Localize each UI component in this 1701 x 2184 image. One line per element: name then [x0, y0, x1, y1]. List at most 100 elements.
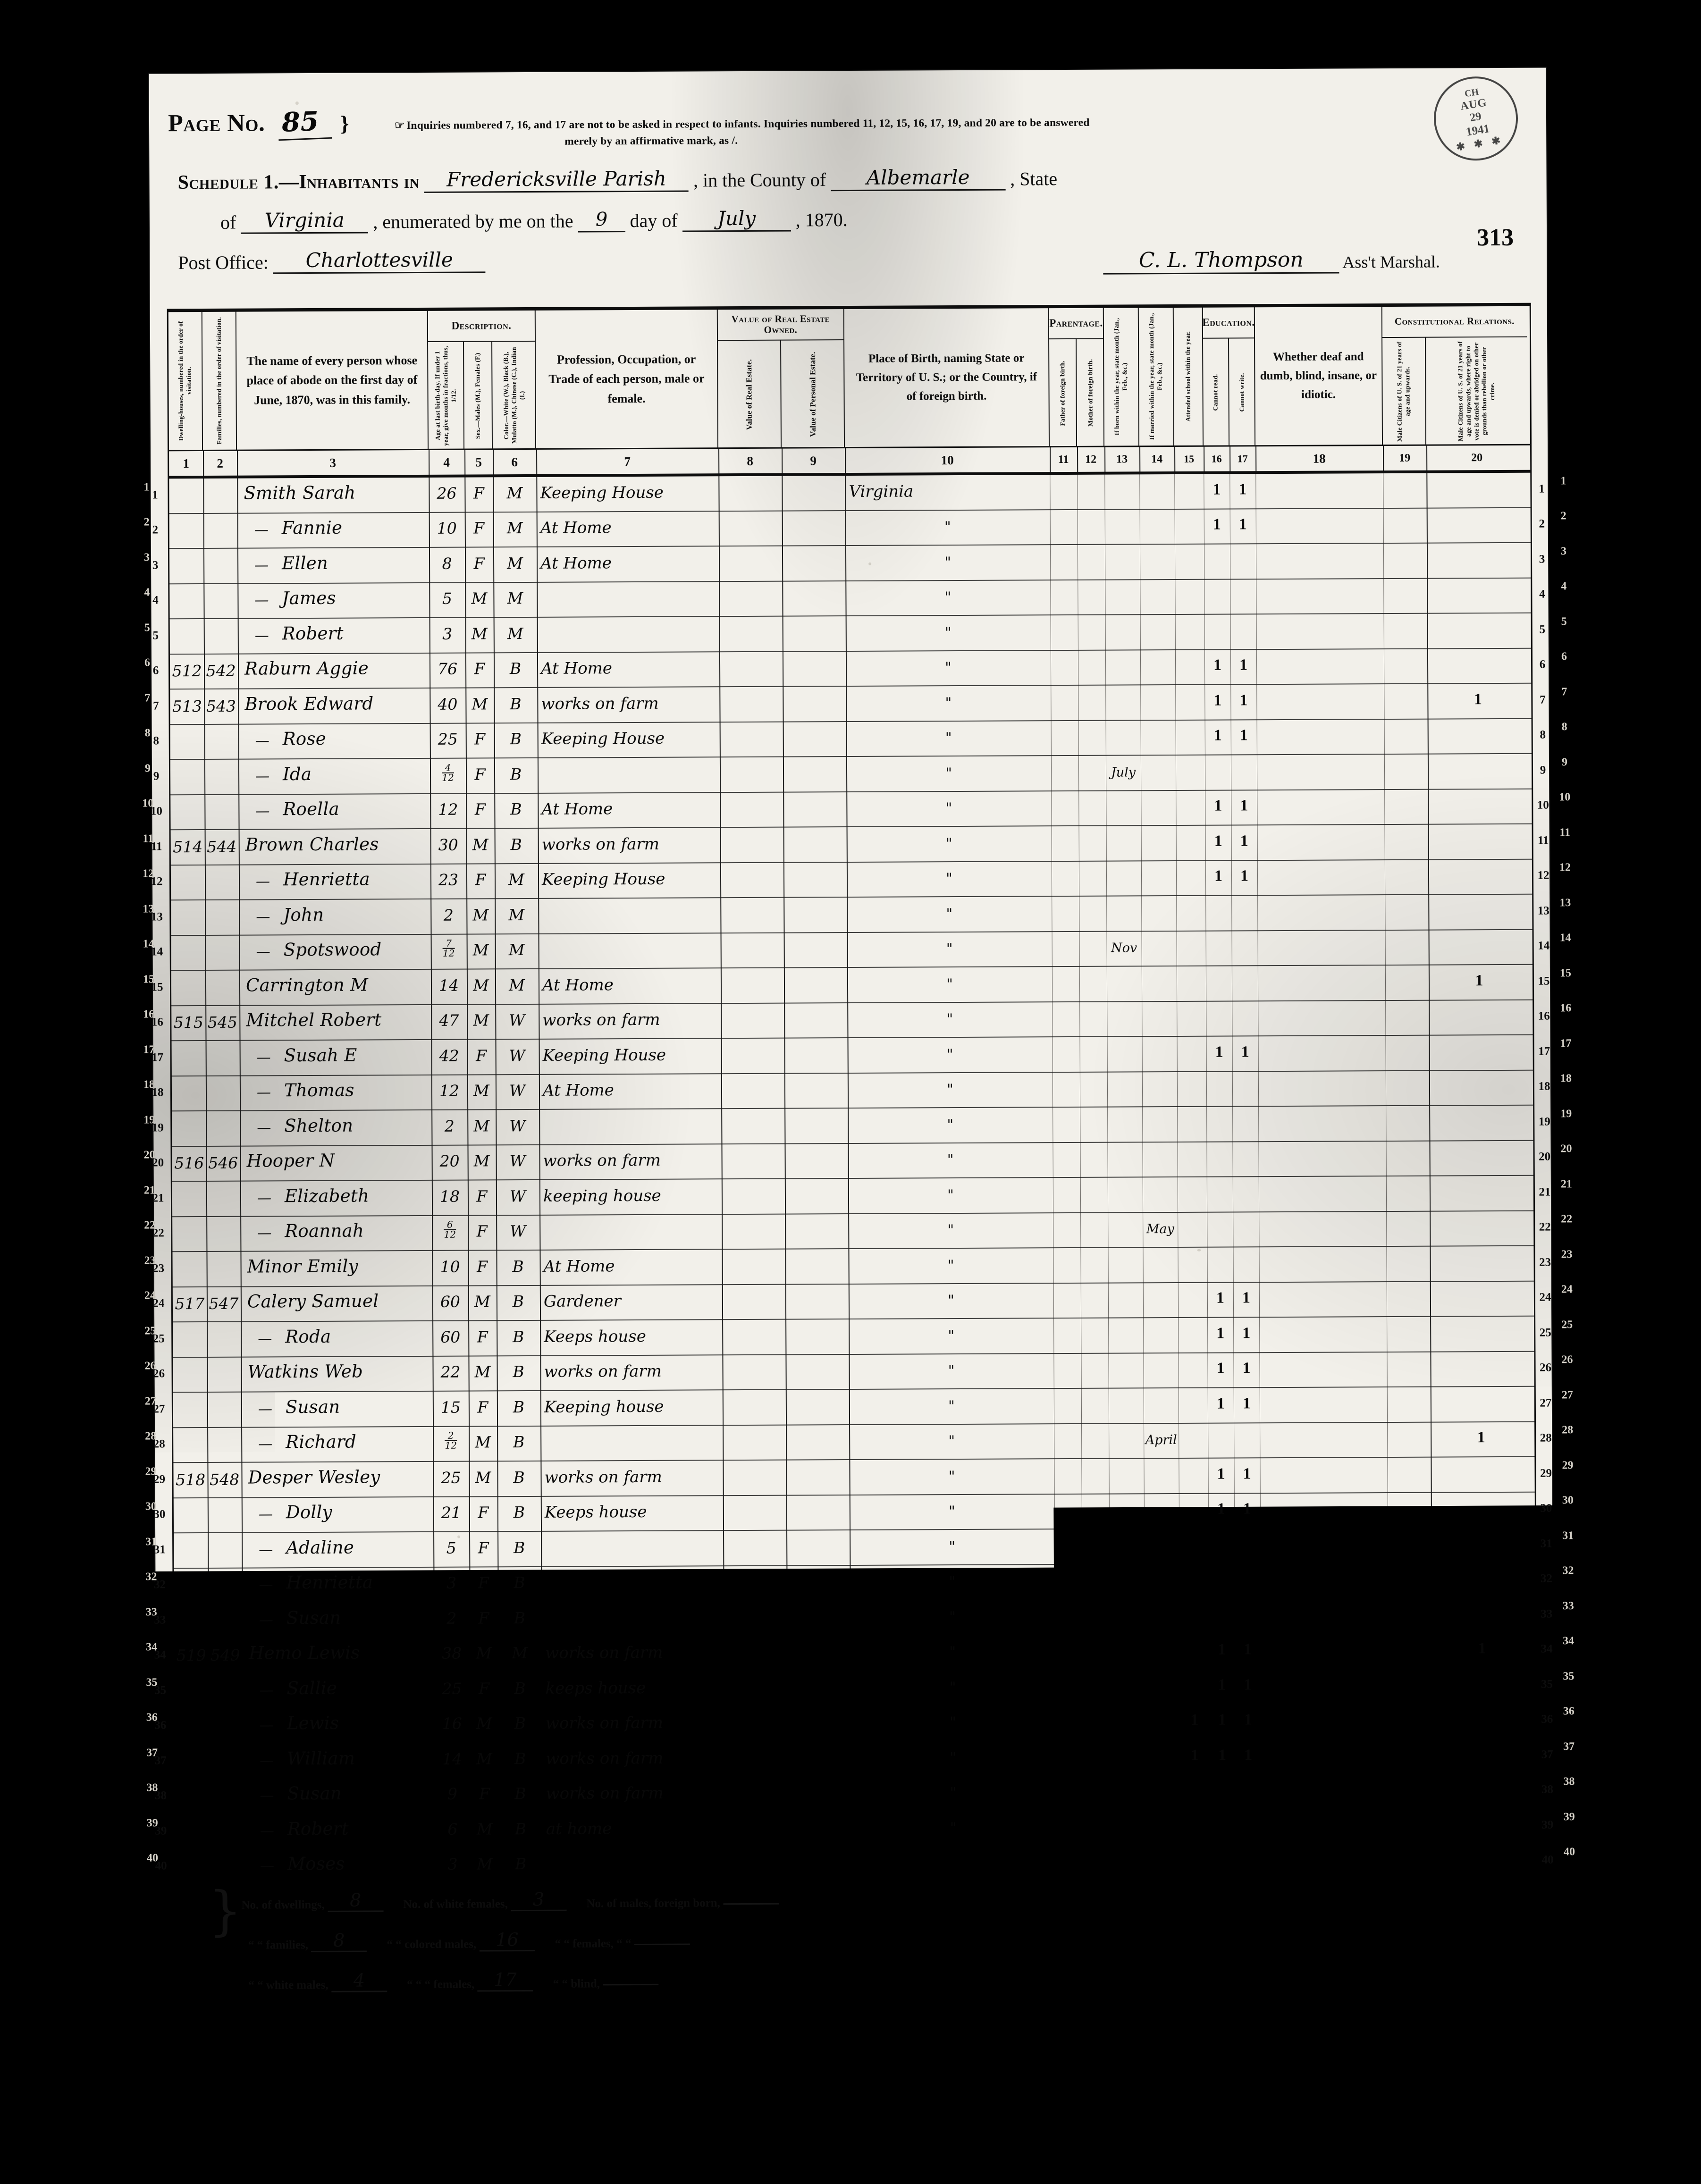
row-number: 40 — [1534, 1854, 1561, 1867]
cell-color: B — [497, 1398, 540, 1416]
row-rule — [169, 577, 1531, 584]
instructions-note: ☞ Inquiries numbered 7, 16, and 17 are no… — [395, 114, 1305, 151]
colnum-11: 11 — [1050, 447, 1078, 472]
cell-ditto-mark: — — [242, 908, 284, 925]
cell-birthplace-ditto: " — [847, 1011, 1052, 1028]
margin-row-number: 30 — [139, 1501, 163, 1513]
margin-row-number: 15 — [1554, 967, 1577, 980]
cell-birthplace-ditto: " — [850, 1679, 1055, 1696]
state-field[interactable]: Virginia — [241, 208, 368, 234]
cell-sex: F — [468, 1222, 496, 1241]
month-field[interactable]: July — [682, 207, 791, 232]
colored-males-value[interactable]: 16 — [479, 1929, 535, 1952]
cell-sex: F — [469, 1398, 497, 1416]
cell-dwelling-number: 512 — [170, 662, 204, 680]
post-office-field[interactable]: Charlottesville — [273, 248, 486, 274]
margin-row-number: 35 — [140, 1676, 163, 1689]
white-males-value[interactable]: 4 — [331, 1970, 387, 1992]
cell-person-name: Minor Emily — [247, 1256, 430, 1277]
cell-sex: F — [466, 871, 495, 889]
cell-sex: F — [466, 765, 494, 783]
cell-ditto-mark: — — [240, 592, 283, 609]
females-foreign-value[interactable] — [634, 1944, 690, 1946]
row-rule — [175, 1808, 1536, 1815]
cell-sex: F — [468, 1187, 496, 1205]
cell-color: B — [494, 765, 538, 783]
row-number: 28 — [1533, 1432, 1559, 1445]
margin-row-number: 36 — [1557, 1705, 1581, 1718]
cell-cannot-write: 1 — [1230, 516, 1256, 534]
cell-birthplace-ditto: " — [849, 1292, 1053, 1310]
margin-row-number: 33 — [1557, 1600, 1580, 1613]
margin-row-number: 19 — [1554, 1108, 1578, 1120]
females-foreign-label: “ “ females, “ “ — [555, 1937, 632, 1950]
cell-person-name: William — [287, 1748, 432, 1769]
colnum-1: 1 — [169, 451, 204, 476]
cell-age: 2 — [431, 1117, 467, 1135]
cell-ditto-mark: — — [242, 874, 284, 890]
cell-sex: M — [469, 1433, 497, 1452]
cell-family-number: 546 — [206, 1154, 240, 1172]
insane-summary: No. of insane, — [977, 1890, 1104, 1903]
cell-person-name: Mitchel Robert — [246, 1009, 429, 1031]
county-field[interactable]: Albemarle — [831, 166, 1005, 192]
margin-row-number: 1 — [1551, 475, 1575, 487]
cell-ditto-mark: — — [241, 803, 284, 820]
cell-occupation: At Home — [543, 1081, 722, 1100]
cell-person-name: Susan — [287, 1783, 432, 1804]
cell-cannot-read: 1 — [1209, 1676, 1235, 1694]
cell-month-married: May — [1143, 1222, 1178, 1236]
header-name: The name of every person whose place of … — [243, 351, 421, 410]
cell-ditto-mark: — — [240, 522, 283, 538]
cell-color: M — [493, 589, 537, 607]
census-page-scan: Page No. 85 } ☞ Inquiries numbered 7, 16,… — [149, 68, 1555, 2117]
blind-value[interactable] — [603, 1984, 658, 1986]
males-foreign-value[interactable] — [723, 1903, 779, 1905]
township-field[interactable]: Fredericksville Parish — [424, 167, 689, 193]
row-number: 24 — [1532, 1291, 1558, 1304]
cell-person-name: Spotswood — [284, 939, 429, 960]
margin-row-number: 14 — [1554, 932, 1577, 945]
margin-row-number: 5 — [135, 622, 159, 634]
colnum-14: 14 — [1139, 447, 1175, 471]
cell-birthplace-ditto: " — [847, 835, 1052, 852]
cell-cannot-write: 1 — [1229, 480, 1255, 498]
cell-birthplace-ditto: " — [845, 519, 1050, 536]
dwellings-value[interactable]: 8 — [328, 1890, 383, 1912]
families-value[interactable]: 8 — [311, 1930, 367, 1953]
colnum-6: 6 — [493, 450, 537, 474]
cell-sex: M — [471, 1855, 499, 1873]
cell-age: 25 — [433, 1468, 469, 1487]
white-females-label: No. of white females, — [403, 1898, 508, 1911]
colnum-8: 8 — [718, 449, 783, 474]
margin-row-number: 26 — [1555, 1354, 1579, 1367]
cell-person-name: Carrington M — [246, 974, 429, 996]
insane-value[interactable] — [1049, 1896, 1104, 1898]
cell-cannot-write: 1 — [1233, 1324, 1259, 1342]
cell-age: 18 — [432, 1187, 468, 1205]
row-number: 14 — [1531, 940, 1557, 953]
row-number: 27 — [1533, 1396, 1559, 1410]
margin-row-number: 6 — [1552, 651, 1576, 664]
margin-row-number: 39 — [141, 1817, 164, 1830]
cell-sex: F — [466, 800, 494, 819]
cell-sex: M — [470, 1714, 498, 1733]
row-rule — [169, 542, 1531, 549]
cell-birthplace-ditto: " — [846, 659, 1051, 677]
colored-females-value[interactable]: 17 — [477, 1969, 533, 1992]
cell-ditto-mark: — — [244, 1330, 286, 1347]
cell-person-name: Hemo Lewis — [249, 1642, 432, 1663]
white-females-value[interactable]: 3 — [511, 1889, 566, 1912]
cell-occupation: At Home — [542, 975, 722, 995]
cell-occupation: At Home — [541, 799, 721, 819]
blind-label: “ “ blind, — [553, 1977, 600, 1990]
marshal-signature[interactable]: C. L. Thompson — [1103, 247, 1339, 274]
cell-sex: M — [467, 1082, 496, 1100]
cell-sex: M — [469, 1468, 497, 1487]
row-rule — [175, 1738, 1536, 1745]
row-number: 23 — [1532, 1256, 1558, 1269]
day-field[interactable]: 9 — [578, 209, 625, 232]
margin-row-number: 33 — [140, 1606, 163, 1619]
cell-cannot-write: 1 — [1231, 867, 1257, 885]
cell-vote-denied: 1 — [1432, 1639, 1533, 1658]
